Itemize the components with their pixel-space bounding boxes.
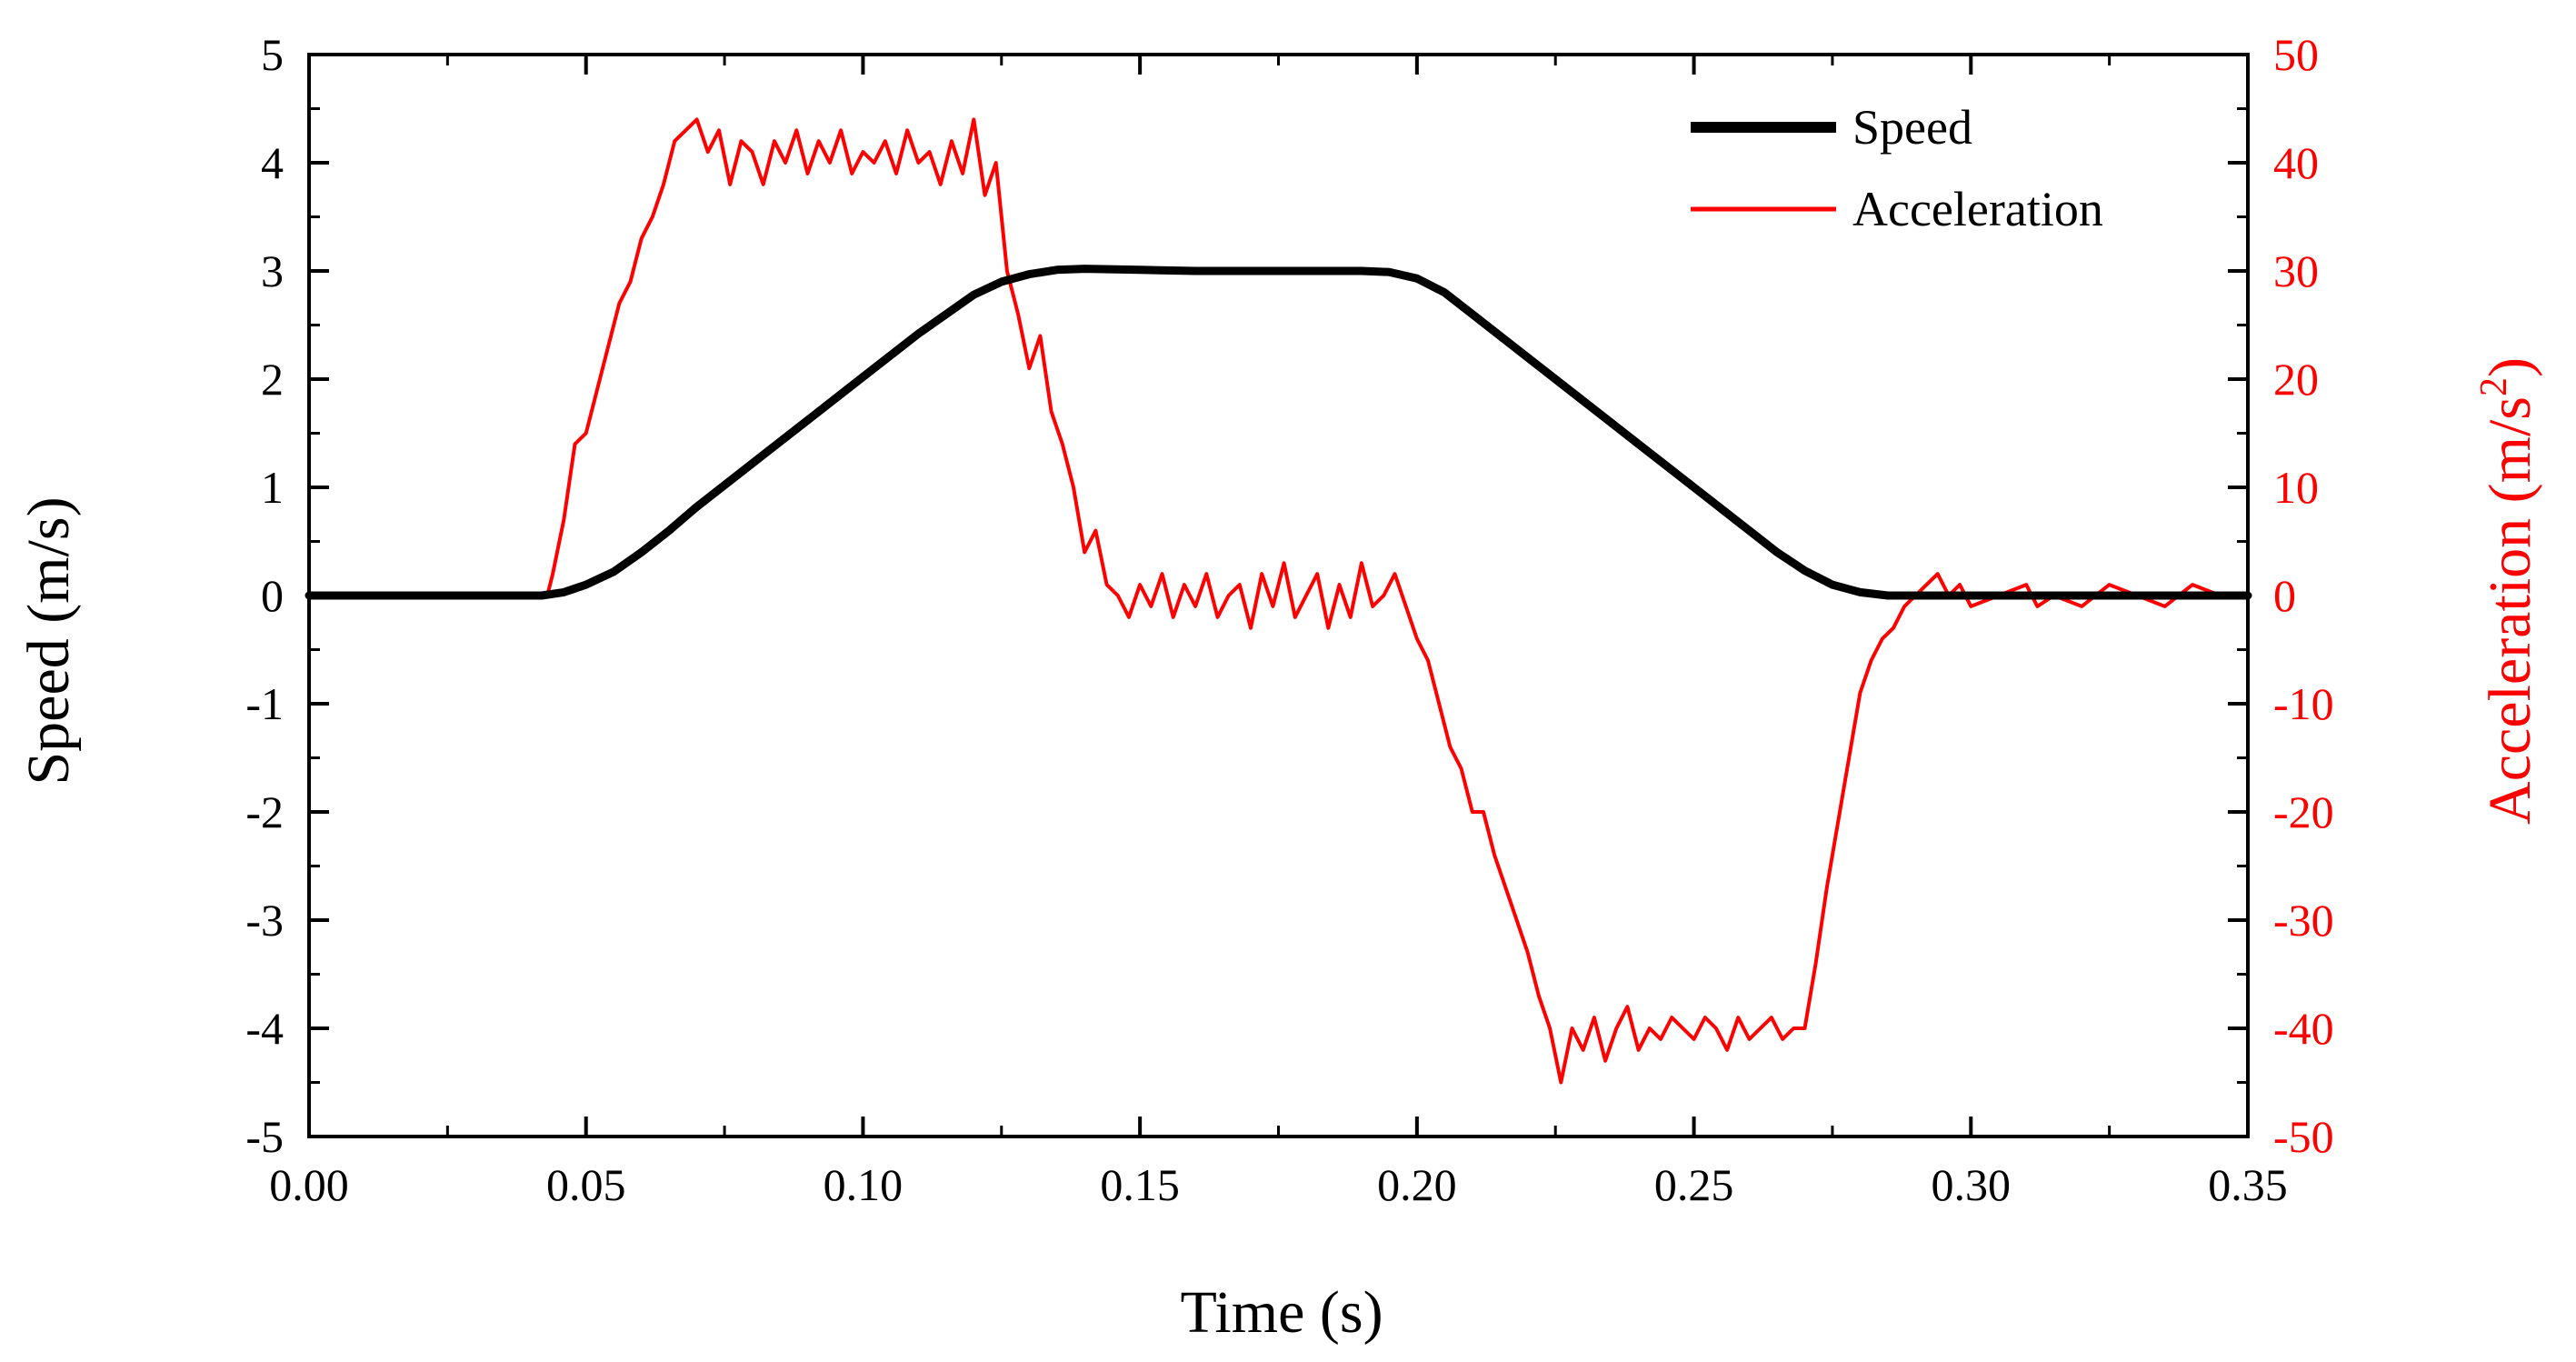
y-left-tick-label: 4: [261, 137, 284, 188]
y-axis-right-title-close: ): [2477, 357, 2543, 377]
y-right-tick-label: -40: [2273, 1003, 2334, 1054]
x-tick-label: 0.00: [269, 1159, 349, 1210]
legend-label-speed: Speed: [1852, 100, 1972, 155]
x-tick-label: 0.10: [824, 1159, 904, 1210]
y-left-tick-label: 2: [261, 354, 284, 405]
series-line-acceleration: [309, 117, 2248, 1085]
y-right-tick-label: 0: [2273, 570, 2296, 621]
x-tick-label: 0.15: [1100, 1159, 1180, 1210]
x-tick-label: 0.20: [1377, 1159, 1457, 1210]
series-line-speed: [305, 265, 2252, 600]
x-tick-label: 0.05: [546, 1159, 626, 1210]
tick-layer: [307, 53, 2250, 1138]
y-right-tick-label: 20: [2273, 354, 2319, 405]
y-left-tick-label: -3: [245, 895, 284, 946]
y-left-tick-label: 1: [261, 462, 284, 513]
y-right-tick-label: 30: [2273, 245, 2319, 296]
y-left-tick-label: -4: [245, 1003, 284, 1054]
y-right-tick-label: -10: [2273, 678, 2334, 729]
y-right-tick-label: 10: [2273, 462, 2319, 513]
y-right-tick-label: -30: [2273, 895, 2334, 946]
y-right-tick-label: -20: [2273, 786, 2334, 837]
y-left-tick-label: -2: [245, 786, 284, 837]
y-left-tick-label: 5: [261, 29, 284, 80]
y-axis-left-title: Speed (m/s): [15, 496, 82, 785]
x-axis-title: Time (s): [1180, 1279, 1383, 1346]
y-axis-right-title: Acceleration (m/s2): [2473, 357, 2543, 825]
x-tick-label: 0.30: [1932, 1159, 2012, 1210]
y-left-tick-label: 3: [261, 245, 284, 296]
y-right-tick-label: 50: [2273, 29, 2319, 80]
y-left-tick-label: -5: [245, 1111, 284, 1162]
x-tick-label: 0.25: [1654, 1159, 1734, 1210]
legend: Speed Acceleration: [1691, 100, 2103, 236]
x-tick-label: 0.35: [2208, 1159, 2288, 1210]
legend-label-acceleration: Acceleration: [1852, 182, 2103, 236]
y-left-tick-label: 0: [261, 570, 284, 621]
y-axis-right-title-superscript: 2: [2473, 377, 2515, 396]
y-left-tick-label: -1: [245, 678, 284, 729]
y-right-tick-label: 40: [2273, 137, 2319, 188]
y-right-tick-label: -50: [2273, 1111, 2334, 1162]
y-axis-right-title-main: Acceleration (m/s: [2477, 396, 2543, 825]
series-layer: [305, 117, 2252, 1085]
tick-label-layer: 0.00 0.05 0.10 0.15 0.20 0.25 0.30 0.35 5 50 4 40 3 3…: [245, 29, 2333, 1210]
